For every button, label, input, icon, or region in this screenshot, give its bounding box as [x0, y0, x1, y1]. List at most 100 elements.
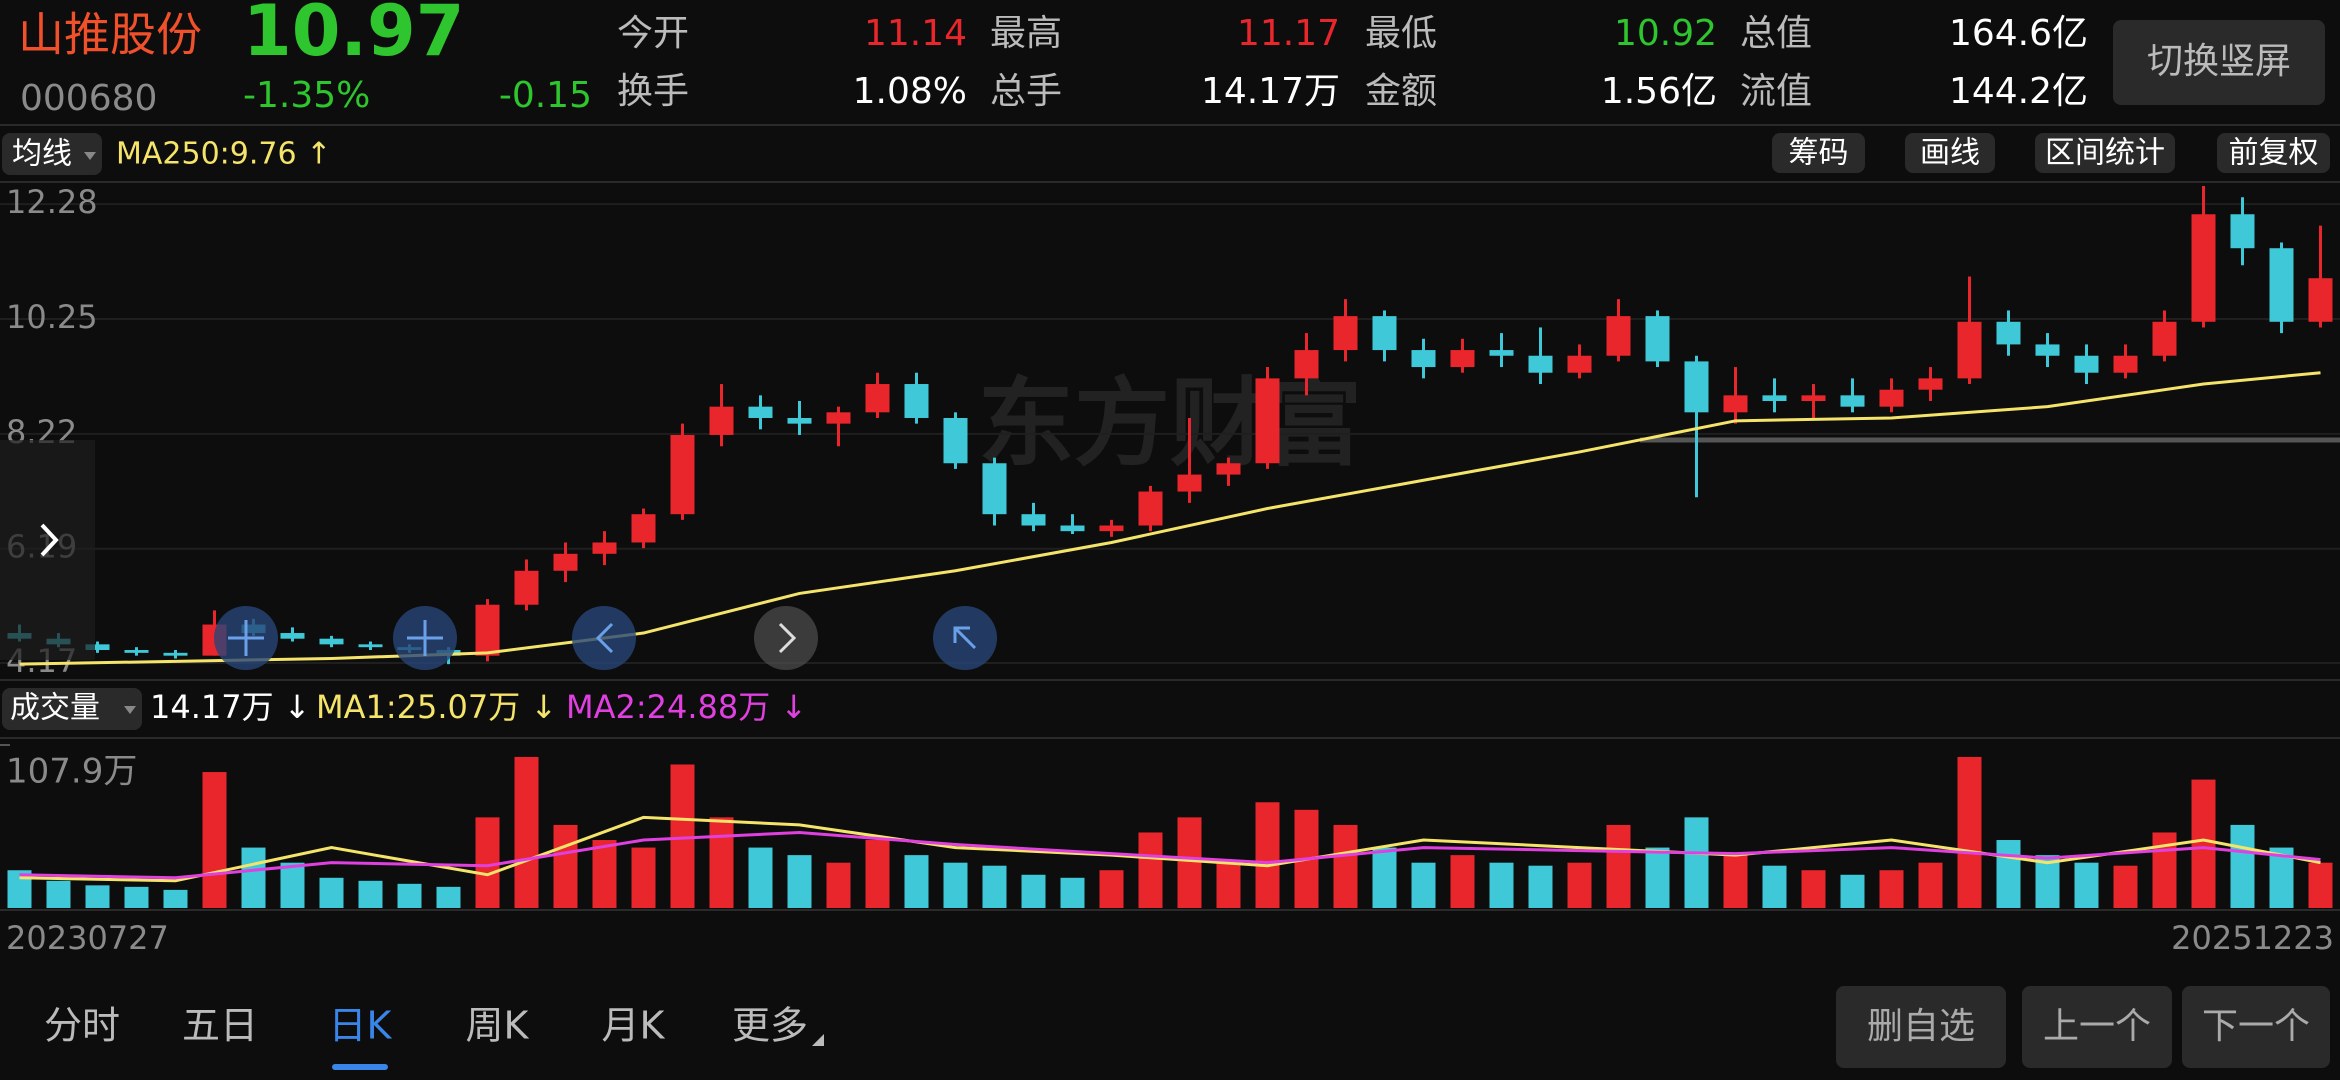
candle-body [1138, 491, 1163, 526]
candle-body [1411, 350, 1436, 368]
candle-body [163, 652, 188, 656]
candle-body [748, 406, 773, 418]
candle-body [1255, 378, 1280, 464]
volume-bar [1723, 855, 1748, 908]
indicator-select[interactable] [2, 133, 102, 175]
volume-bar [787, 855, 812, 908]
volume-ma-line [19, 815, 2321, 883]
volume-bar [1957, 756, 1982, 908]
tab[interactable]: 月K [602, 1004, 666, 1048]
candle-body [1957, 321, 1982, 379]
candle-body [2191, 214, 2216, 322]
nav-button[interactable] [572, 606, 636, 670]
candle-body [1099, 525, 1124, 532]
candle-body [2113, 355, 2138, 373]
volume-bar [1801, 870, 1826, 908]
y-tick-label: 107.9万 [6, 752, 137, 792]
volume-bar [1021, 874, 1046, 908]
candle-body [1762, 395, 1787, 402]
candle-body [2074, 355, 2099, 373]
volume-bar [280, 862, 305, 908]
volume-bar [85, 885, 110, 908]
candle-body [1918, 378, 1943, 390]
tab[interactable]: 分时 [44, 1004, 120, 1048]
volume-bar [1411, 862, 1436, 908]
volume-bar [358, 880, 383, 908]
bottom-button[interactable] [2182, 986, 2330, 1068]
bottom-button-label: 下一个 [2202, 1006, 2310, 1047]
quote-value: 1.56亿 [1601, 71, 1717, 112]
quote-value: 11.14 [864, 13, 967, 54]
candle-body [631, 514, 656, 543]
volume-value: 14.17万 ↓ [150, 688, 311, 726]
volume-bar [2191, 779, 2216, 908]
volume-bar [202, 772, 227, 908]
candle-body [1216, 463, 1241, 475]
chart-tool-button[interactable] [1905, 133, 1995, 173]
candle-body [1489, 350, 1514, 356]
nav-icon [778, 622, 797, 654]
volume-bar [1528, 865, 1553, 908]
y-tick-label: 10.25 [6, 298, 98, 336]
candle-body [904, 384, 929, 418]
candle-body [124, 650, 149, 653]
chart-tool-label: 区间统计 [2045, 136, 2165, 171]
change-pct: -1.35% [243, 75, 370, 116]
volume-bar [319, 877, 344, 908]
volume-bar [865, 840, 890, 908]
volume-indicator-select[interactable] [2, 688, 142, 730]
candle-body [1723, 395, 1748, 413]
volume-bar [1489, 862, 1514, 908]
watermark: 东方财富 [978, 367, 1362, 479]
volume-bar [1450, 855, 1475, 908]
quote-label: 最低 [1365, 13, 1437, 54]
chart-tool-button[interactable] [1772, 133, 1865, 173]
bottom-button[interactable] [2022, 986, 2172, 1068]
tab[interactable]: 周K [466, 1004, 530, 1048]
volume-bar [124, 886, 149, 908]
candle-body [1567, 355, 1592, 373]
candle-body [826, 412, 851, 424]
quote-label: 总值 [1740, 13, 1812, 54]
candle-body [2152, 321, 2177, 356]
quote-label: 最高 [990, 13, 1062, 54]
quote-label: 流值 [1740, 71, 1812, 112]
candle-body [1879, 389, 1904, 407]
volume-bar [1762, 865, 1787, 908]
volume-bar [2074, 862, 2099, 908]
candle-body [709, 406, 734, 435]
indicator-label: 均线 [12, 137, 72, 172]
bottom-button-label: 上一个 [2043, 1006, 2151, 1047]
candle-body [1801, 395, 1826, 402]
rotate-button[interactable] [2113, 20, 2325, 105]
volume-bar [1645, 847, 1670, 908]
candle-body [943, 417, 968, 464]
ma-value: MA250:9.76 ↑ [116, 137, 331, 172]
date-label: 20230727 [6, 919, 169, 957]
volume-bar [514, 756, 539, 908]
change: -0.15 [499, 75, 592, 116]
candle-body [1021, 514, 1046, 526]
nav-icon [953, 626, 977, 650]
chart-tool-button[interactable] [2035, 133, 2175, 173]
candle-body [1333, 316, 1358, 351]
candle-body [553, 553, 578, 571]
volume-ma1: MA1:25.07万 ↓ [316, 688, 557, 726]
bottom-button[interactable] [1836, 986, 2006, 1068]
chart-tool-label: 画线 [1920, 136, 1980, 171]
nav-button[interactable] [754, 606, 818, 670]
tab[interactable]: 更多 [732, 1004, 808, 1048]
chart-tool-button[interactable] [2217, 133, 2330, 173]
quote-value: 164.6亿 [1949, 13, 2088, 54]
volume-bar [631, 847, 656, 908]
candle-body [592, 542, 617, 554]
more-arrow [812, 1034, 824, 1046]
tab-underline [332, 1064, 388, 1070]
candle-body [1177, 474, 1202, 492]
tab[interactable]: 五日 [182, 1004, 258, 1048]
candle-body [1996, 321, 2021, 345]
tab[interactable]: 日K [329, 1004, 393, 1048]
chevron-right[interactable] [40, 523, 59, 557]
